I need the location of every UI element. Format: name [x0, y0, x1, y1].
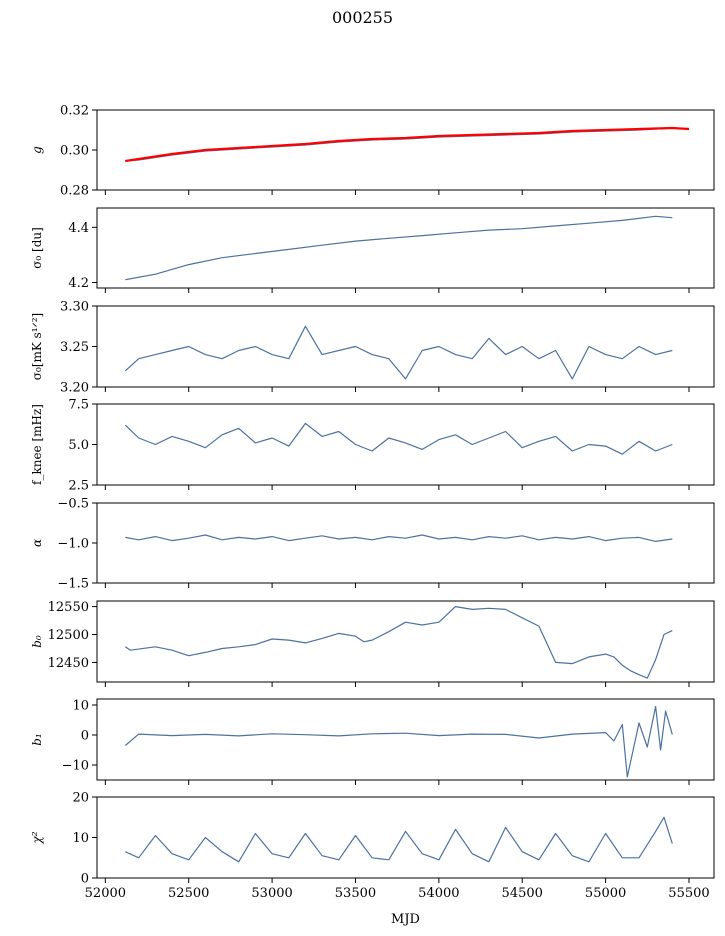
y-tick-label: 0.30	[60, 144, 89, 159]
x-tick-label: 52000	[85, 886, 126, 901]
y-tick-label: −10	[62, 759, 89, 774]
x-tick-label: 53500	[335, 886, 376, 901]
y-axis-label: f_knee [mHz]	[30, 404, 44, 485]
panel-6: 12450 12500 12550 b₀	[30, 600, 715, 687]
y-tick-label: 3.25	[60, 340, 89, 355]
y-tick-label: −1.5	[57, 577, 89, 592]
series-line-1	[124, 705, 673, 778]
y-axis-label: g	[30, 146, 44, 154]
series-line-1	[124, 605, 673, 679]
axes-frame	[96, 109, 715, 191]
y-axis-label: σ₀ [du]	[30, 227, 44, 269]
y-tick-label: 10	[72, 699, 89, 714]
figure-title: 000255	[331, 8, 394, 27]
x-tick-label: 55500	[668, 886, 709, 901]
y-axis-label: b₁	[30, 733, 44, 746]
y-tick-label: 0.32	[60, 104, 89, 119]
panel-5: −1.5 −1.0 −0.5 α	[30, 497, 715, 592]
y-tick-label: 0	[81, 872, 89, 887]
y-axis-label: α	[30, 539, 44, 547]
series-line-2	[125, 126, 690, 163]
y-axis-label: σ₀[mK s¹ᐟ²]	[30, 313, 44, 380]
series-line-1	[125, 215, 673, 281]
panel-1: 0.28 0.30 0.32 g	[30, 104, 715, 199]
x-tick-label: 53000	[251, 886, 292, 901]
panel-2: 4.2 4.4 σ₀ [du]	[30, 207, 715, 293]
x-axis-label: MJD	[391, 912, 420, 927]
series-line-1	[125, 127, 673, 162]
y-tick-label: −0.5	[57, 497, 89, 512]
y-tick-label: 12450	[48, 656, 89, 671]
axes-frame	[96, 600, 715, 683]
panel-8: 0 10 20 52000 52500 53000 53500 54000 54500 55000…	[30, 791, 715, 901]
panel-3: 3.20 3.25 3.30 σ₀[mK s¹ᐟ²]	[30, 300, 715, 396]
x-tick-label: 55000	[585, 886, 626, 901]
y-tick-label: 3.30	[60, 300, 89, 315]
y-tick-label: 0	[81, 729, 89, 744]
y-tick-label: 3.20	[60, 381, 89, 396]
panel-7: −10 0 10 b₁	[30, 698, 715, 785]
series-line-1	[125, 534, 673, 543]
y-tick-label: 0.28	[60, 184, 89, 199]
y-tick-label: 2.5	[68, 479, 89, 494]
y-tick-label: 7.5	[68, 398, 89, 413]
axes-frame	[96, 698, 715, 781]
y-tick-label: 12500	[48, 628, 89, 643]
series-line-1	[124, 325, 673, 380]
y-tick-label: 5.0	[68, 438, 89, 453]
panel-4: 2.5 5.0 7.5 f_knee [mHz]	[30, 398, 715, 494]
axes-frame	[96, 403, 715, 486]
axes-frame	[96, 502, 715, 584]
x-tick-label: 54500	[502, 886, 543, 901]
axes-frame	[96, 207, 715, 289]
series-line-1	[124, 422, 673, 455]
y-tick-label: 20	[72, 791, 89, 806]
y-tick-label: 12550	[48, 600, 89, 615]
y-axis-label: χ²	[30, 831, 44, 844]
y-tick-label: 4.2	[68, 276, 89, 291]
x-tick-label: 54000	[418, 886, 459, 901]
axes-frame	[96, 796, 715, 879]
x-tick-label: 52500	[168, 886, 209, 901]
y-axis-label: b₀	[30, 635, 44, 648]
y-tick-label: 4.4	[68, 221, 89, 236]
series-line-1	[125, 816, 673, 863]
y-tick-label: −1.0	[57, 537, 89, 552]
y-tick-label: 10	[72, 831, 89, 846]
